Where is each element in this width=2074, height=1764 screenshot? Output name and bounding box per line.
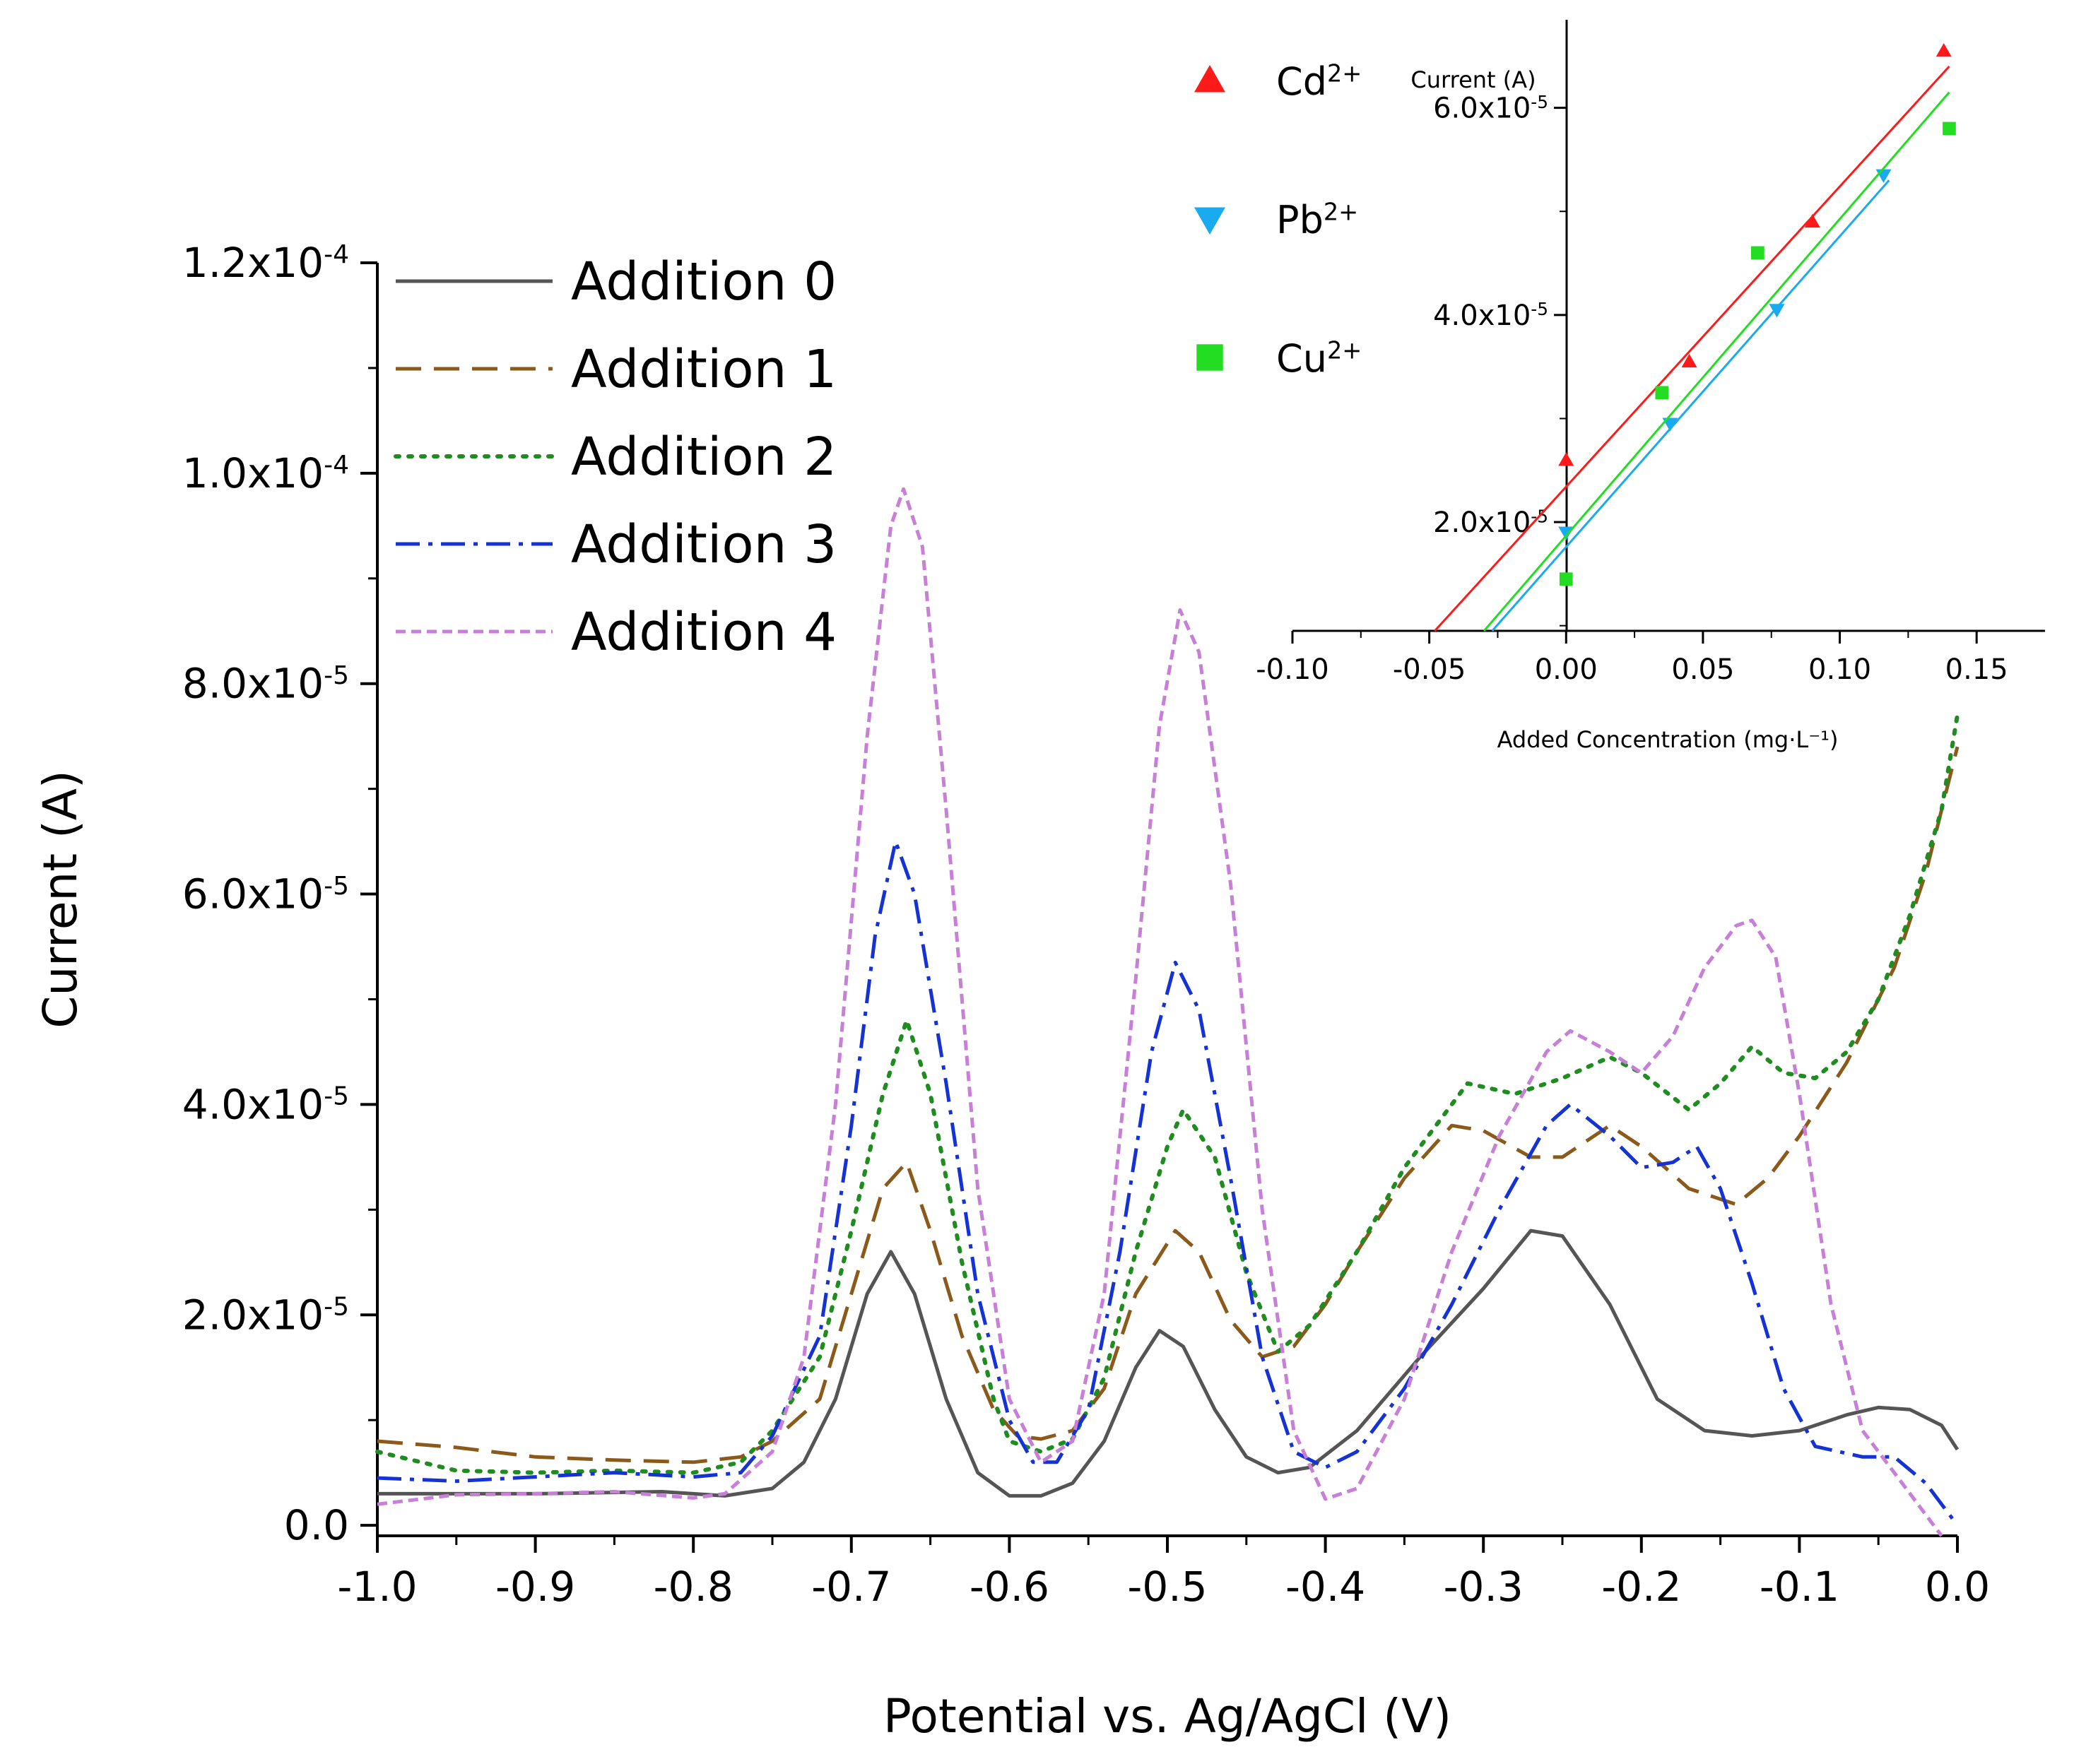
series-line-addition-4 xyxy=(377,487,1943,1537)
inset-x-tick-label: 0.00 xyxy=(1535,653,1598,686)
y-tick-label: 1.2x10-4 xyxy=(182,239,349,287)
inset-x-tick-label: 0.05 xyxy=(1671,653,1734,686)
inset-y-tick-label: 2.0x10-5 xyxy=(1433,506,1548,539)
x-tick-label: -0.7 xyxy=(811,1563,891,1611)
y-tick-label: 2.0x10-5 xyxy=(182,1291,349,1339)
x-tick-label: -0.5 xyxy=(1127,1563,1207,1611)
inset-y-tick-label: 4.0x10-5 xyxy=(1433,299,1548,332)
inset-point-cd xyxy=(1935,42,1952,57)
series-line-addition-0 xyxy=(377,1229,1960,1498)
series-line-addition-2 xyxy=(375,713,1960,1475)
inset-point-cu xyxy=(1943,122,1956,136)
inset-point-cd xyxy=(1681,353,1697,368)
inset-y-axis-title: Current (A) xyxy=(1410,66,1536,93)
inset-x-tick-label: 0.10 xyxy=(1808,653,1871,686)
y-tick-label: 4.0x10-5 xyxy=(182,1080,349,1128)
inset-point-cd xyxy=(1558,452,1574,466)
inset-x-axis-title: Added Concentration (mg·L⁻¹) xyxy=(1497,726,1839,753)
series-line-addition-1 xyxy=(377,746,1960,1464)
inset-point-cu xyxy=(1559,572,1573,586)
inset-legend-label-cd: Cd2+ xyxy=(1276,59,1362,104)
legend-label-addition-0: Addition 0 xyxy=(571,251,837,312)
inset-point-cu xyxy=(1655,386,1669,400)
inset-y-tick-label: 6.0x10-5 xyxy=(1433,92,1548,125)
inset-x-tick-label: 0.15 xyxy=(1945,653,2008,686)
x-tick-label: -0.1 xyxy=(1760,1563,1839,1611)
main-chart: -1.0 -0.9 -0.8 -0.7 -0.6 -0.5 -0.4 -0.3 -0.2 -0.1… xyxy=(33,239,1990,1744)
x-tick-label: -0.8 xyxy=(654,1563,733,1611)
x-tick-label: -0.6 xyxy=(970,1563,1049,1611)
legend-label-addition-3: Addition 3 xyxy=(571,514,837,575)
legend-label-addition-4: Addition 4 xyxy=(571,602,837,663)
inset-legend-marker-cd xyxy=(1194,65,1225,93)
inset-chart: -0.10 -0.05 0.00 0.05 0.10 0.15 2.0x10-5 4.0x10… xyxy=(1194,20,2045,753)
inset-x-tick-label: -0.10 xyxy=(1256,653,1329,686)
legend-label-addition-2: Addition 2 xyxy=(571,427,837,487)
y-tick-label: 6.0x10-5 xyxy=(182,870,349,918)
inset-legend-label-cu: Cu2+ xyxy=(1276,336,1362,381)
inset-point-pb xyxy=(1769,304,1785,318)
series-line-addition-3 xyxy=(377,839,1959,1527)
y-tick-label: 0.0 xyxy=(284,1501,349,1549)
y-tick-label: 1.0x10-4 xyxy=(182,449,349,497)
inset-fit-line-cu xyxy=(1483,91,1950,632)
x-tick-label: -1.0 xyxy=(337,1563,417,1611)
x-tick-label: 0.0 xyxy=(1925,1563,1990,1611)
legend-label-addition-1: Addition 1 xyxy=(571,339,837,400)
x-axis-title: Potential vs. Ag/AgCl (V) xyxy=(883,1689,1451,1744)
inset-x-tick-label: -0.05 xyxy=(1393,653,1466,686)
x-tick-label: -0.2 xyxy=(1601,1563,1681,1611)
y-tick-label: 8.0x10-5 xyxy=(182,660,349,708)
inset-fit-line-pb xyxy=(1491,179,1890,632)
inset-legend-marker-pb xyxy=(1194,207,1225,235)
x-tick-label: -0.9 xyxy=(495,1563,575,1611)
x-tick-label: -0.3 xyxy=(1444,1563,1524,1611)
inset-fit-line-cd xyxy=(1434,65,1950,632)
inset-legend-marker-cu xyxy=(1196,344,1223,371)
y-axis-title: Current (A) xyxy=(33,770,88,1029)
x-tick-label: -0.4 xyxy=(1285,1563,1365,1611)
inset-legend-label-pb: Pb2+ xyxy=(1276,198,1358,242)
inset-point-cd xyxy=(1804,213,1820,228)
inset-point-cu xyxy=(1751,246,1764,260)
